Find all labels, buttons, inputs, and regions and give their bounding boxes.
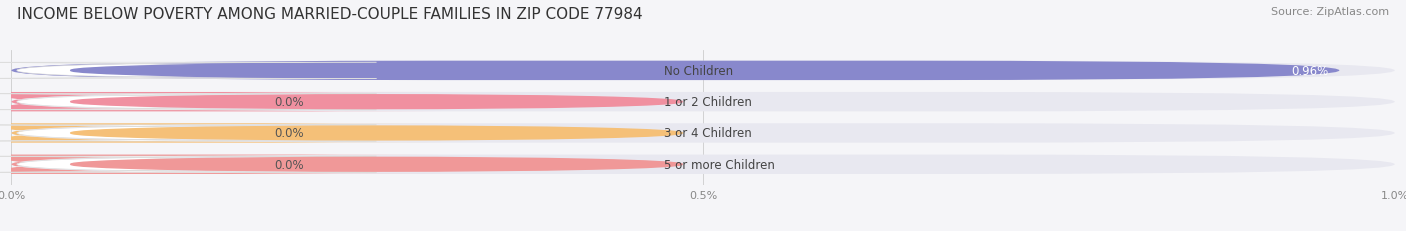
Text: Source: ZipAtlas.com: Source: ZipAtlas.com (1271, 7, 1389, 17)
FancyBboxPatch shape (11, 61, 1340, 81)
Text: INCOME BELOW POVERTY AMONG MARRIED-COUPLE FAMILIES IN ZIP CODE 77984: INCOME BELOW POVERTY AMONG MARRIED-COUPL… (17, 7, 643, 22)
FancyBboxPatch shape (0, 63, 377, 79)
FancyBboxPatch shape (0, 156, 377, 173)
Text: 0.0%: 0.0% (274, 96, 304, 109)
FancyBboxPatch shape (11, 124, 1395, 143)
FancyBboxPatch shape (0, 125, 377, 142)
Text: 1 or 2 Children: 1 or 2 Children (664, 96, 752, 109)
Text: 0.96%: 0.96% (1291, 65, 1329, 78)
Text: 0.0%: 0.0% (274, 158, 304, 171)
Circle shape (70, 158, 682, 171)
FancyBboxPatch shape (0, 155, 440, 174)
Text: No Children: No Children (664, 65, 734, 78)
Text: 3 or 4 Children: 3 or 4 Children (664, 127, 752, 140)
Text: 5 or more Children: 5 or more Children (664, 158, 775, 171)
Circle shape (70, 95, 682, 109)
FancyBboxPatch shape (11, 61, 1395, 81)
FancyBboxPatch shape (0, 94, 377, 110)
Circle shape (70, 127, 682, 140)
FancyBboxPatch shape (0, 124, 440, 143)
FancyBboxPatch shape (11, 155, 1395, 174)
FancyBboxPatch shape (11, 93, 1395, 112)
FancyBboxPatch shape (0, 93, 440, 112)
Circle shape (70, 64, 682, 78)
Text: 0.0%: 0.0% (274, 127, 304, 140)
